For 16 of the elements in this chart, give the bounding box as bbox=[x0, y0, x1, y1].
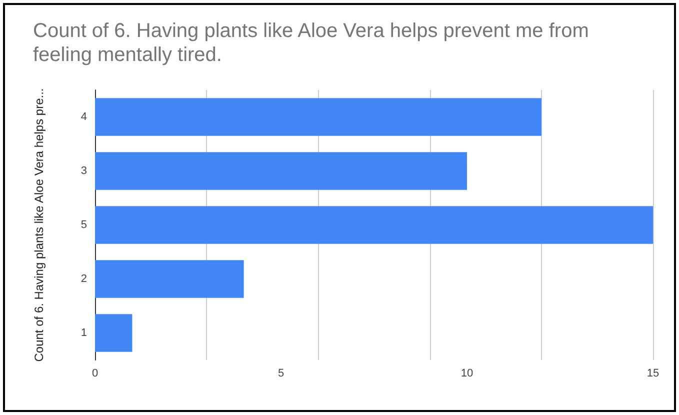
chart-title: Count of 6. Having plants like Aloe Vera helps prevent me from feeling mentally tired. bbox=[33, 20, 594, 66]
bar bbox=[95, 314, 132, 352]
x-tick-label: 10 bbox=[460, 368, 474, 380]
bar bbox=[95, 98, 542, 136]
x-tick-label: 5 bbox=[278, 368, 284, 380]
bar bbox=[95, 260, 244, 298]
y-tick-label: 5 bbox=[80, 219, 87, 231]
y-tick-label: 2 bbox=[80, 273, 87, 285]
y-tick-label: 4 bbox=[80, 111, 87, 123]
y-tick-label: 1 bbox=[80, 327, 87, 339]
y-axis-title: Count of 6. Having plants like Aloe Vera helps pre... bbox=[32, 88, 46, 362]
x-tick-label: 15 bbox=[646, 368, 660, 380]
y-tick-label: 3 bbox=[80, 165, 87, 177]
bar bbox=[95, 152, 467, 190]
x-tick-label: 0 bbox=[92, 368, 98, 380]
bar bbox=[95, 206, 653, 244]
